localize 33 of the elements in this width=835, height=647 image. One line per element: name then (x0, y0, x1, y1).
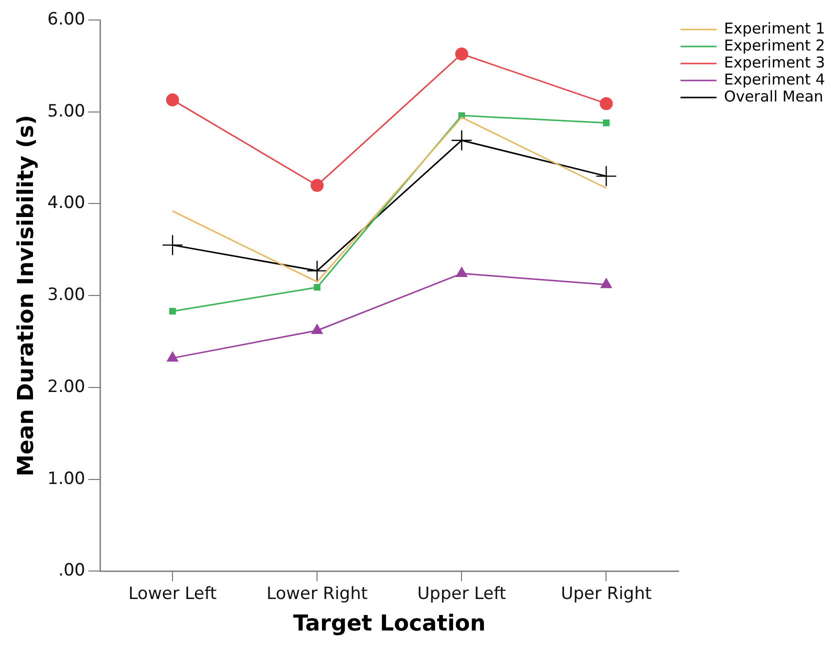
x-tick-label: Lower Right (266, 584, 368, 604)
legend-label: Experiment 1 (724, 19, 826, 38)
y-axis-title: Mean Duration Invisibility (s) (14, 114, 39, 476)
point (166, 352, 178, 362)
point (162, 234, 184, 256)
point (169, 308, 176, 315)
legend-label: Experiment 2 (724, 36, 826, 54)
point (311, 324, 323, 334)
point (600, 97, 613, 110)
y-tick-label: 3.00 (47, 285, 86, 306)
point (166, 93, 180, 106)
point (600, 278, 612, 288)
legend-label: Experiment 3 (724, 53, 826, 72)
x-tick-label: Upper Left (417, 584, 506, 604)
y-tick-label: 1.00 (47, 468, 86, 489)
point (451, 130, 472, 151)
point (596, 166, 617, 187)
x-axis-title: Target Location (293, 612, 486, 637)
y-tick-label: 2.00 (47, 376, 86, 397)
point (456, 267, 468, 278)
legend-label: Overall Mean (724, 87, 824, 106)
y-tick-label: .00 (58, 560, 86, 581)
point (602, 120, 610, 126)
legend-label: Experiment 4 (724, 70, 826, 88)
x-tick-label: Uper Right (560, 584, 652, 604)
point (314, 284, 320, 291)
point (455, 47, 468, 60)
point (306, 260, 328, 282)
y-tick-label: 6.00 (47, 9, 86, 30)
y-tick-label: 5.00 (47, 101, 86, 122)
x-tick-label: Lower Left (128, 584, 218, 604)
point (310, 178, 324, 192)
y-tick-label: 4.00 (47, 193, 86, 214)
